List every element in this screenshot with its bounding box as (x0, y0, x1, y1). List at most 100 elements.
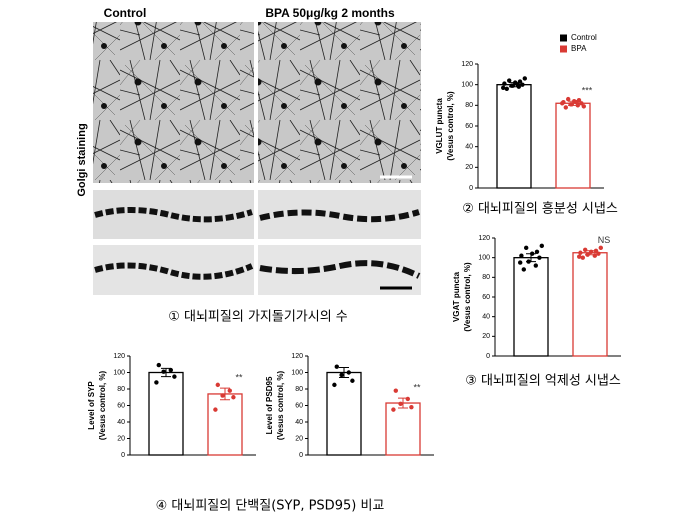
data-point (534, 249, 540, 254)
y-tick-label: 60 (295, 402, 303, 409)
data-point (537, 255, 542, 260)
bar (326, 371, 362, 456)
data-point (346, 370, 351, 375)
y-axis-label: (Vesus control, %) (446, 91, 455, 161)
y-tick-label: 0 (469, 185, 473, 192)
y-tick-label: 80 (117, 386, 125, 393)
data-point (334, 364, 339, 369)
data-point (592, 253, 597, 258)
error-bar (339, 367, 349, 378)
data-point (517, 79, 523, 84)
data-point (522, 76, 527, 81)
y-tick-label: 120 (461, 61, 473, 68)
data-point (563, 105, 568, 110)
data-point (580, 255, 585, 260)
data-point (515, 82, 520, 87)
y-tick-label: 80 (295, 386, 303, 393)
legend-label: BPA (571, 44, 587, 53)
data-point (524, 245, 529, 251)
data-point (501, 85, 506, 90)
bar (496, 84, 532, 189)
significance: ** (413, 382, 421, 392)
data-point (585, 252, 590, 257)
dendrite (94, 262, 254, 280)
data-point (409, 404, 414, 410)
y-tick-label: 100 (291, 369, 303, 376)
data-point (213, 407, 218, 412)
y-tick-label: 40 (117, 419, 125, 426)
y-tick-label: 0 (299, 452, 303, 459)
y-tick-label: 20 (482, 333, 490, 340)
y-tick-label: 120 (478, 235, 490, 242)
data-point (398, 401, 403, 407)
significance: NS (598, 235, 611, 245)
bar (207, 393, 243, 456)
y-axis-label: VGLUT puncta (435, 98, 444, 154)
data-point (507, 78, 512, 83)
y-tick-label: 120 (291, 353, 303, 360)
caption: ① 대뇌피질의 가지돌기가시의 수 (168, 310, 348, 325)
bar (572, 252, 608, 357)
column-label: Control (104, 6, 147, 20)
data-point (560, 101, 565, 106)
data-point (168, 367, 173, 373)
data-point (520, 82, 525, 87)
bar (555, 102, 591, 189)
data-point (502, 81, 507, 86)
column-label: BPA 50μg/kg 2 months (265, 6, 395, 20)
y-tick-label: 40 (482, 314, 490, 321)
dendrite (259, 209, 420, 223)
y-tick-label: 20 (295, 435, 303, 442)
dendrite (94, 207, 253, 223)
data-point (161, 369, 166, 374)
data-point (574, 100, 579, 105)
data-point (521, 267, 526, 272)
data-point (510, 83, 515, 88)
data-point (332, 382, 337, 388)
data-point (593, 248, 599, 253)
bar (385, 402, 421, 456)
legend-swatch (560, 45, 567, 53)
y-tick-label: 40 (465, 144, 473, 151)
bar (148, 371, 184, 456)
y-tick-label: 60 (482, 294, 490, 301)
data-point (231, 395, 236, 400)
y-tick-label: 120 (113, 353, 125, 360)
data-point (220, 393, 225, 398)
data-point (539, 243, 544, 249)
y-tick-label: 20 (117, 435, 125, 442)
data-point (339, 372, 344, 378)
y-tick-label: 100 (113, 369, 125, 376)
y-tick-label: 0 (121, 452, 125, 459)
y-tick-label: 0 (486, 353, 490, 360)
legend-swatch (560, 34, 567, 42)
data-point (596, 251, 601, 256)
y-axis-label: Level of PSD95 (265, 376, 274, 434)
y-tick-label: 80 (465, 102, 473, 109)
data-point (569, 102, 574, 107)
caption: ③ 대뇌피질의 억제성 시냅스 (465, 374, 621, 389)
data-point (579, 101, 584, 106)
dendrite (259, 260, 421, 279)
bar (513, 257, 549, 357)
y-tick-label: 60 (117, 402, 125, 409)
y-tick-label: 20 (465, 164, 473, 171)
y-axis-label: (Vesus control, %) (276, 370, 285, 440)
error-bar (161, 367, 171, 378)
data-point (566, 96, 571, 102)
data-point (589, 249, 594, 254)
data-point (350, 378, 355, 383)
significance: ** (235, 373, 243, 383)
data-point (578, 250, 583, 255)
error-bar (220, 387, 230, 401)
data-point (393, 388, 398, 393)
y-tick-label: 100 (478, 255, 490, 262)
y-tick-label: 40 (295, 419, 303, 426)
micrograph (93, 22, 254, 183)
data-point (530, 251, 535, 256)
data-point (583, 247, 588, 252)
micrograph (258, 22, 421, 183)
row-label: Golgi staining (76, 123, 88, 196)
data-point (533, 263, 538, 268)
